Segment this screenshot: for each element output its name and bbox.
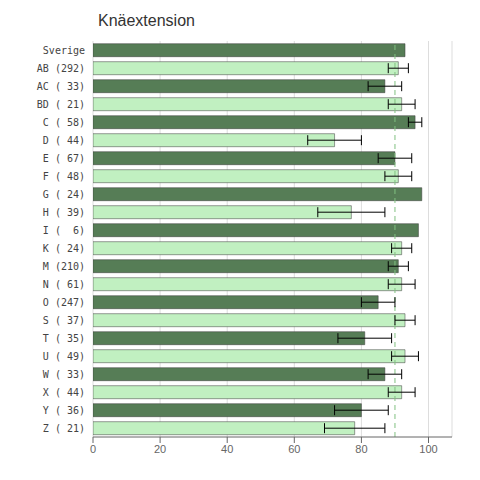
- svg-text:S ( 37): S ( 37): [43, 315, 85, 326]
- svg-text:T ( 35): T ( 35): [43, 333, 85, 344]
- svg-text:D ( 44): D ( 44): [43, 135, 85, 146]
- svg-text:60: 60: [288, 443, 300, 455]
- svg-text:I ( 6): I ( 6): [43, 225, 85, 236]
- svg-text:100: 100: [419, 443, 437, 455]
- svg-text:BD ( 21): BD ( 21): [37, 99, 85, 110]
- svg-text:20: 20: [154, 443, 166, 455]
- svg-text:M (210): M (210): [43, 261, 85, 272]
- svg-text:C ( 58): C ( 58): [43, 117, 85, 128]
- svg-text:O (247): O (247): [43, 297, 85, 308]
- html-text:Knäextension: Knäextension: [98, 12, 195, 29]
- svg-text:40: 40: [221, 443, 233, 455]
- svg-text:E ( 67): E ( 67): [43, 153, 85, 164]
- svg-text:W ( 33): W ( 33): [43, 369, 85, 380]
- svg-text:80: 80: [355, 443, 367, 455]
- svg-text:Z ( 21): Z ( 21): [43, 423, 85, 434]
- svg-text:U ( 49): U ( 49): [43, 351, 85, 362]
- svg-text:0: 0: [90, 443, 96, 455]
- svg-text:H ( 39): H ( 39): [43, 207, 85, 218]
- svg-text:Sverige: Sverige: [43, 45, 85, 56]
- svg-text:X ( 44): X ( 44): [43, 387, 85, 398]
- svg-text:AC ( 33): AC ( 33): [37, 81, 85, 92]
- svg-text:K ( 24): K ( 24): [43, 243, 85, 254]
- svg-text:F ( 48): F ( 48): [43, 171, 85, 182]
- svg-text:G ( 24): G ( 24): [43, 189, 85, 200]
- svg-text:Y ( 36): Y ( 36): [43, 405, 85, 416]
- svg-text:N ( 61): N ( 61): [43, 279, 85, 290]
- svg-text:AB (292): AB (292): [37, 63, 85, 74]
